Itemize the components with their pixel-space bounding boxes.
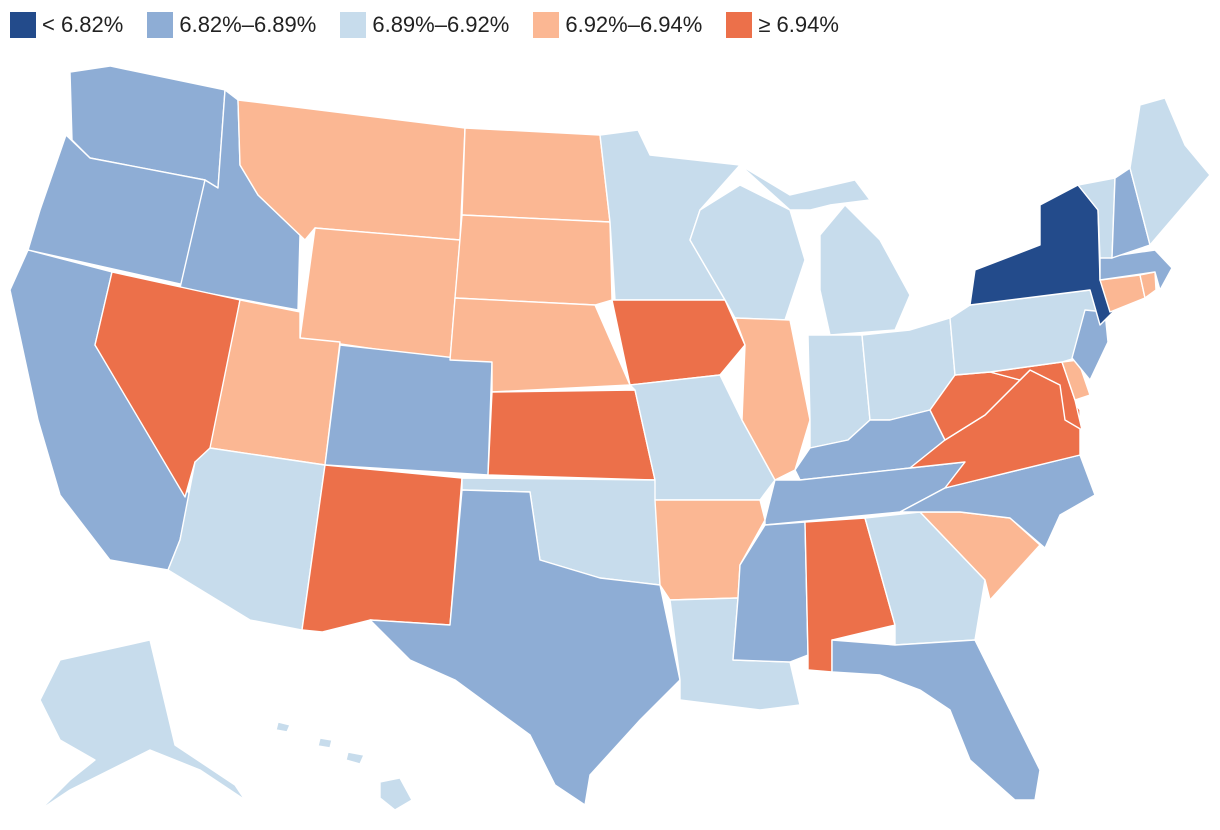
legend-label-692-694: 6.92%–6.94% (565, 12, 703, 37)
legend-label-682-689: 6.82%–6.89% (179, 12, 317, 37)
state-maine[interactable] (1129, 97, 1211, 246)
legend-swatch-above-694 (726, 12, 753, 38)
state-alaska[interactable] (39, 639, 246, 811)
state-florida[interactable] (831, 639, 1041, 801)
state-michigan[interactable] (739, 164, 911, 336)
state-colorado[interactable] (324, 344, 493, 476)
state-vermont[interactable] (1077, 177, 1116, 259)
state-kansas[interactable] (487, 389, 656, 481)
state-massachusetts[interactable] (1099, 249, 1173, 291)
state-texas[interactable] (369, 489, 681, 806)
legend-swatch-689-692 (340, 12, 367, 38)
state-south-dakota[interactable] (454, 214, 613, 306)
legend-swatch-682-689 (147, 12, 174, 38)
legend-swatch-692-694 (533, 12, 560, 38)
state-iowa[interactable] (611, 299, 746, 386)
legend-item-692-694: 6.92%–6.94% (533, 12, 702, 38)
legend-label-above-694: ≥ 6.94% (758, 12, 839, 37)
legend-item-689-692: 6.89%–6.92% (340, 12, 509, 38)
legend-label-689-692: 6.89%–6.92% (372, 12, 510, 37)
state-illinois[interactable] (734, 317, 811, 481)
legend-item-682-689: 6.82%–6.89% (147, 12, 316, 38)
state-new-mexico[interactable] (301, 464, 463, 633)
states-layer (9, 65, 1211, 811)
map-legend: < 6.82% 6.82%–6.89% 6.89%–6.92% 6.92%–6.… (10, 12, 839, 38)
legend-item-below-682: < 6.82% (10, 12, 123, 38)
state-delaware[interactable] (1061, 359, 1091, 401)
state-hawaii[interactable] (275, 721, 413, 811)
legend-item-above-694: ≥ 6.94% (726, 12, 839, 38)
state-north-dakota[interactable] (461, 127, 611, 223)
legend-swatch-below-682 (10, 12, 36, 38)
legend-label-below-682: < 6.82% (42, 12, 124, 37)
